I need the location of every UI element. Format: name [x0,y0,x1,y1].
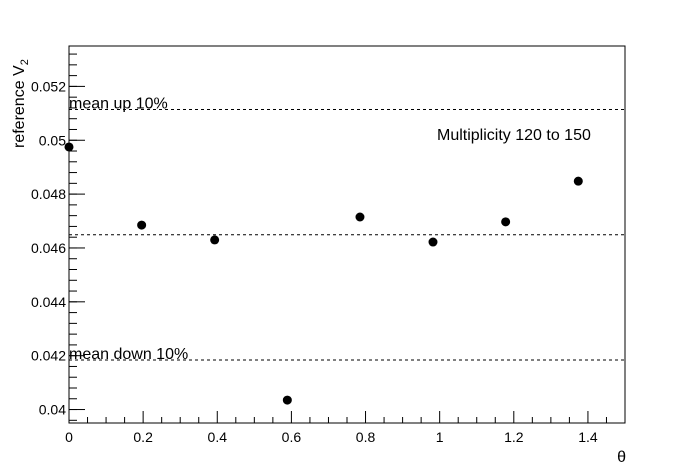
data-point [210,235,219,244]
annotation-label: Multiplicity 120 to 150 [437,127,591,144]
x-tick-label: 1.2 [504,429,524,445]
reference-line-label: mean up 10% [69,96,168,113]
x-tick-label: 1 [436,429,444,445]
reference-line-label: mean down 10% [69,346,188,363]
x-axis-label: θ [617,449,626,466]
y-tick-label: 0.048 [31,186,66,202]
data-points [65,142,583,404]
y-axis-label-subscript: 2 [19,59,31,65]
data-point [574,177,583,186]
data-point [428,238,437,247]
x-tick-label: 0.6 [282,429,302,445]
ticks-layer: 0 0.2 0.4 0.6 0.8 1 1.2 1.4 0.04 0.042 0.044 0.046 0… [31,54,607,445]
y-tick-label: 0.052 [31,78,66,94]
data-point [355,212,364,221]
x-tick-label: 0.8 [356,429,376,445]
y-tick-label: 0.04 [39,402,66,418]
data-point [501,217,510,226]
y-tick-label: 0.042 [31,348,66,364]
x-tick-label: 1.4 [578,429,598,445]
y-tick-label: 0.05 [39,132,66,148]
y-axis-label-main: reference V [11,65,28,148]
y-tick-label: 0.044 [31,294,66,310]
data-point [137,221,146,230]
y-tick-label: 0.046 [31,240,66,256]
data-point [283,396,292,405]
y-axis-label: reference V2 [11,59,31,148]
x-tick-label: 0.4 [208,429,228,445]
x-tick-label: 0 [65,429,73,445]
x-tick-label: 0.2 [133,429,153,445]
